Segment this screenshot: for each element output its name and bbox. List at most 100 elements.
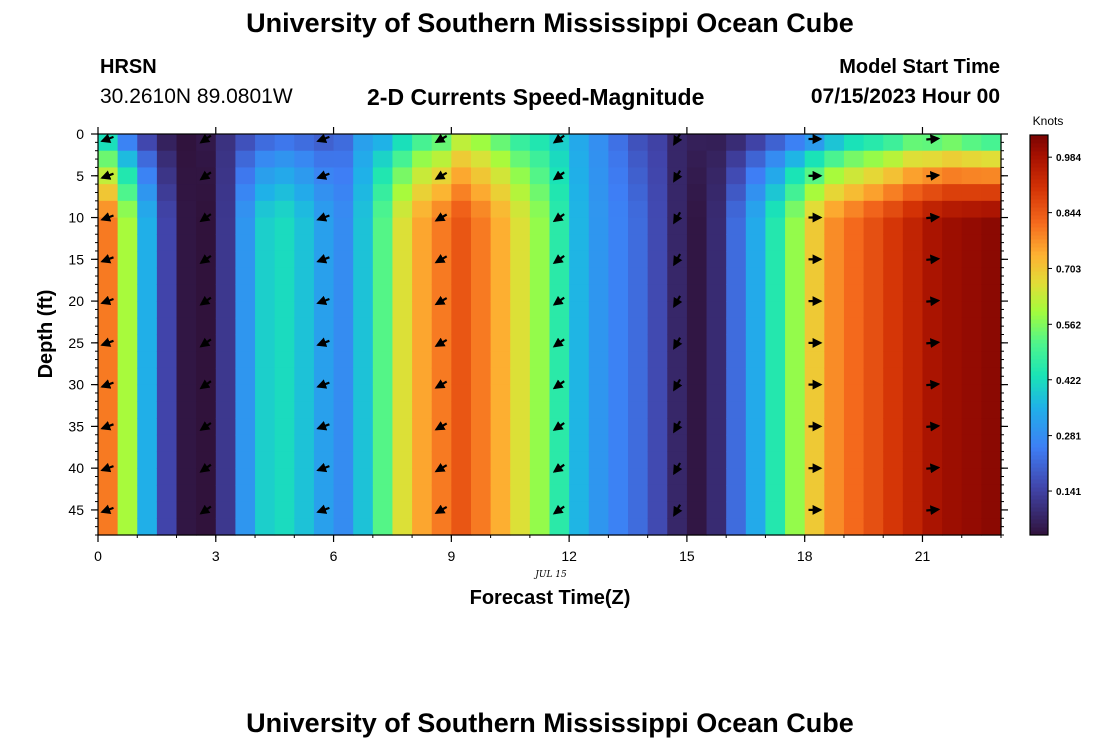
heatmap-cell [628,317,649,336]
heatmap-cell [529,351,551,369]
heatmap-cell [235,150,256,169]
heatmap-cell [569,384,590,402]
heatmap-cell [843,184,865,202]
heatmap-cell [608,267,629,285]
heatmap-cell [608,518,629,536]
heatmap-cell [981,518,1002,536]
heatmap-cell [785,234,806,252]
heatmap-cell [804,200,825,219]
colorbar-segment [1030,319,1048,324]
heatmap-cell [686,334,708,352]
heatmap-cell [353,401,374,419]
heatmap-cell [667,484,688,503]
heatmap-cell [470,184,492,202]
heatmap-cell [961,184,982,202]
heatmap-cell [608,468,629,486]
heatmap-cell [961,284,982,302]
heatmap-cell [392,468,413,486]
heatmap-cell [176,150,197,169]
heatmap-cell [490,384,511,402]
heatmap-cell [726,484,747,503]
heatmap-cell [902,334,924,352]
heatmap-cell [804,484,825,503]
colorbar-segment [1030,315,1048,320]
colorbar-segment [1030,443,1048,448]
heatmap-cell [529,468,551,486]
current-vector-arrow [434,462,448,473]
heatmap-cell [647,434,668,453]
heatmap-cell [883,134,904,152]
heatmap-cell [353,351,374,369]
heatmap-cell [706,317,727,336]
current-vector-arrow [199,504,212,515]
heatmap-cell [510,484,531,503]
heatmap-cell [137,334,158,352]
heatmap-cell [176,167,197,185]
heatmap-cell [431,234,452,252]
colorbar-segment [1030,311,1048,316]
heatmap-cell [922,317,943,336]
heatmap-cell [981,401,1002,419]
heatmap-cell [294,317,315,336]
heatmap-cell [863,317,884,336]
heatmap-cell [608,200,629,219]
current-vector-arrow [100,462,114,473]
heatmap-cell [235,334,256,352]
current-vector-arrow [552,504,565,515]
heatmap-cell [156,367,178,386]
heatmap-cell [942,317,963,336]
heatmap-cell [372,317,394,336]
heatmap-cell [490,468,511,486]
current-vector-arrow [552,462,565,473]
heatmap-cell [215,267,237,285]
current-vector-arrow [673,211,683,225]
heatmap-cell [529,434,551,453]
colorbar-segment [1030,243,1048,248]
heatmap-cell [156,317,178,336]
heatmap-cell [647,351,668,369]
heatmap-cell [569,134,590,152]
heatmap-cell [745,234,767,252]
heatmap-cell [470,334,492,352]
heatmap-cell [431,434,452,453]
heatmap-cell [863,434,884,453]
heatmap-cell [451,351,472,369]
heatmap-cell [215,418,237,436]
colorbar-segment [1030,463,1048,468]
heatmap-cell [706,468,727,486]
heatmap-cell [451,234,472,252]
heatmap-cell [255,184,276,202]
colorbar-segment [1030,375,1048,380]
heatmap-cell [588,184,609,202]
heatmap-cell [785,334,806,352]
heatmap-cell [608,434,629,453]
heatmap-cell [765,418,786,436]
colorbar-segment [1030,159,1048,164]
colorbar-tick-label: 0.281 [1056,432,1081,443]
heatmap-cell [843,250,865,269]
heatmap-cell [608,167,629,185]
current-vector-arrow [552,295,565,306]
y-tick-label: 25 [68,335,84,351]
heatmap-cell [765,334,786,352]
heatmap-cell [961,484,982,503]
heatmap-cell [372,200,394,219]
heatmap-cell [549,267,570,285]
heatmap-cell [628,234,649,252]
heatmap-cell [451,468,472,486]
x-tick-label: 9 [447,548,455,564]
heatmap-cell [392,334,413,352]
heatmap-cell [470,150,492,169]
heatmap-cell [490,150,511,169]
heatmap-cell [490,284,511,302]
heatmap-cell [686,150,708,169]
heatmap-cell [883,384,904,402]
y-tick-label: 5 [76,168,84,184]
heatmap-cell [215,334,237,352]
current-vector-arrow [199,133,212,144]
heatmap-cell [647,501,668,519]
heatmap-cell [942,167,963,185]
heatmap-cell [490,134,511,152]
heatmap-cell [922,451,943,469]
heatmap-cell [333,301,354,319]
